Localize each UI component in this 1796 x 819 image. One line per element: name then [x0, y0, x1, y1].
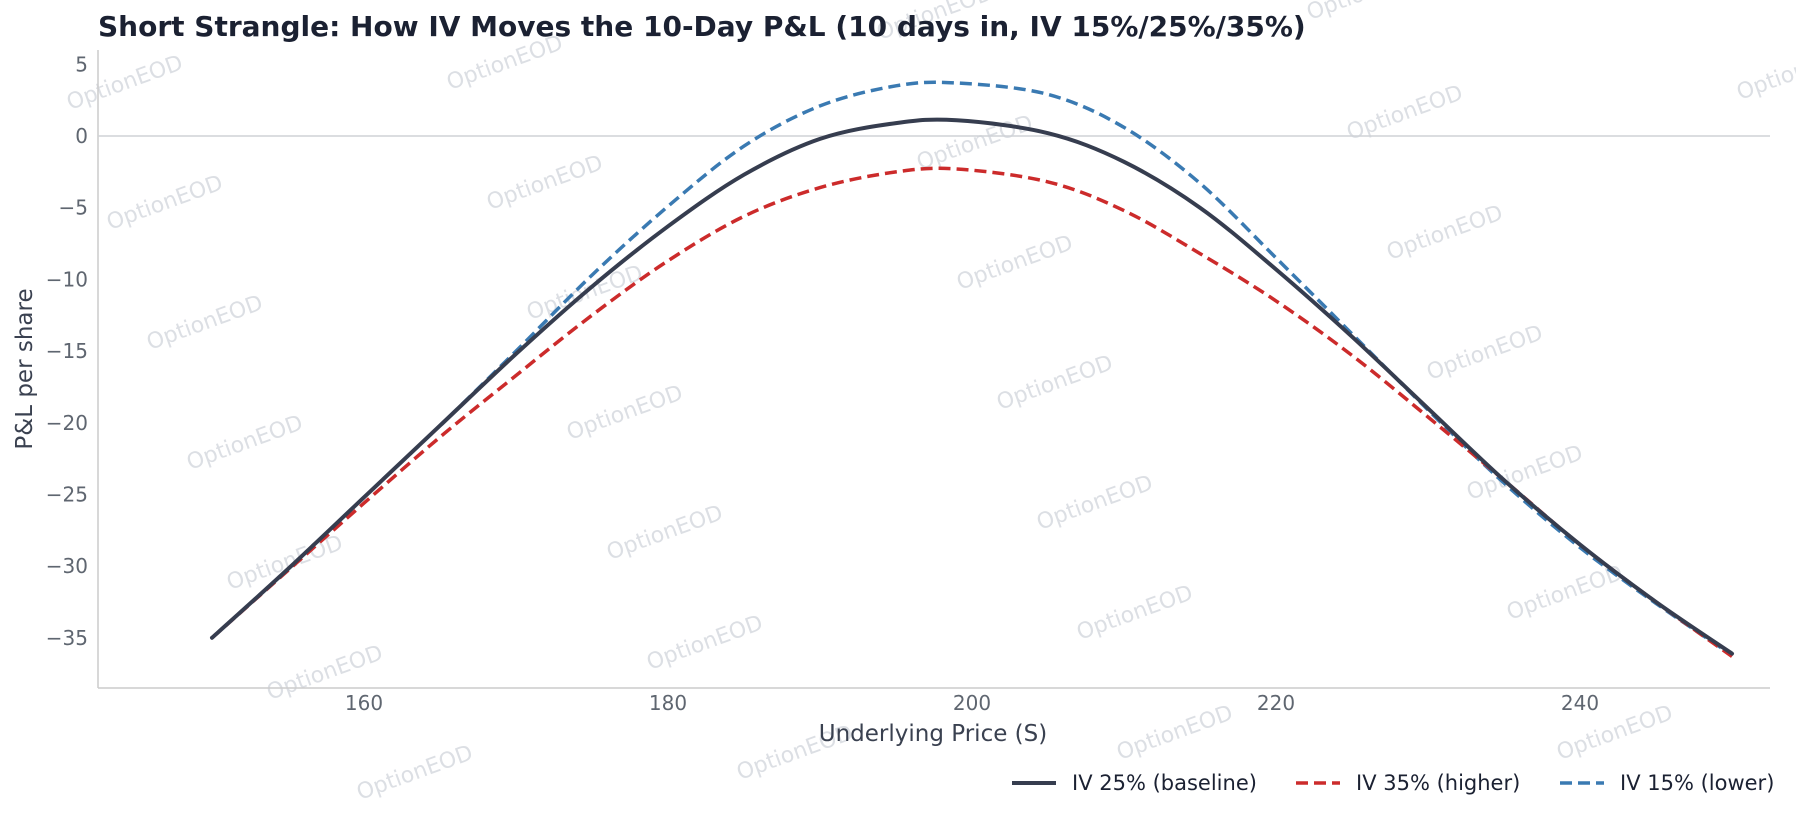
- y-tick-label: −30: [46, 554, 88, 578]
- y-axis-label: P&L per share: [12, 288, 38, 449]
- x-tick-label: 240: [1561, 691, 1599, 715]
- legend-label: IV 35% (higher): [1356, 771, 1520, 795]
- chart-title: Short Strangle: How IV Moves the 10-Day …: [98, 10, 1306, 43]
- x-tick-label: 160: [345, 691, 383, 715]
- watermark-text: OptionEOD: [644, 611, 767, 676]
- watermark-text: OptionEOD: [1034, 471, 1157, 536]
- watermark-text: OptionEOD: [1074, 581, 1197, 646]
- legend-label: IV 25% (baseline): [1072, 771, 1257, 795]
- y-tick-label: −25: [46, 482, 88, 506]
- x-tick-label: 200: [953, 691, 991, 715]
- watermark-text: OptionEOD: [954, 231, 1077, 296]
- watermark-text: OptionEOD: [1734, 41, 1796, 106]
- series-lines: [210, 80, 1734, 658]
- watermark-text: OptionEOD: [1384, 201, 1507, 266]
- x-tick-label: 220: [1257, 691, 1295, 715]
- watermark-text: OptionEOD: [104, 171, 227, 236]
- watermark-text: OptionEOD: [604, 501, 727, 566]
- watermark-text: OptionEOD: [354, 741, 477, 806]
- y-tick-labels: 5 0 −5 −10 −15 −20 −25 −30 −35: [46, 52, 88, 649]
- y-tick-label: −10: [46, 267, 88, 291]
- y-tick-label: −20: [46, 411, 88, 435]
- legend: IV 25% (baseline) IV 35% (higher) IV 15% (…: [1012, 771, 1774, 795]
- y-tick-label: −35: [46, 626, 88, 650]
- y-tick-label: −15: [46, 339, 88, 363]
- y-tick-label: 0: [75, 124, 88, 148]
- series-line-iv-35-higher: [210, 166, 1734, 658]
- watermark-text: OptionEOD: [224, 531, 347, 596]
- series-line-iv-15-lower: [210, 80, 1733, 657]
- x-tick-labels: 160 180 200 220 240: [345, 691, 1599, 715]
- watermark-text: OptionEOD: [564, 381, 687, 446]
- x-tick-label: 180: [649, 691, 687, 715]
- legend-label: IV 15% (lower): [1620, 771, 1774, 795]
- watermark-text: OptionEOD: [1304, 0, 1427, 26]
- watermark-text: OptionEOD: [994, 351, 1117, 416]
- watermark-text: OptionEOD: [1424, 321, 1547, 386]
- watermark-text: OptionEOD: [1114, 701, 1237, 766]
- watermark-text: OptionEOD: [484, 151, 607, 216]
- watermark-text: OptionEOD: [184, 411, 307, 476]
- plot-area: 5 0 −5 −10 −15 −20 −25 −30 −35 160 180 200 220 240: [46, 50, 1770, 715]
- series-line-iv-25-baseline: [210, 117, 1734, 656]
- y-tick-label: −5: [59, 196, 88, 220]
- y-tick-label: 5: [75, 52, 88, 76]
- x-axis-label: Underlying Price (S): [819, 721, 1047, 747]
- watermark-text: OptionEOD: [144, 291, 267, 356]
